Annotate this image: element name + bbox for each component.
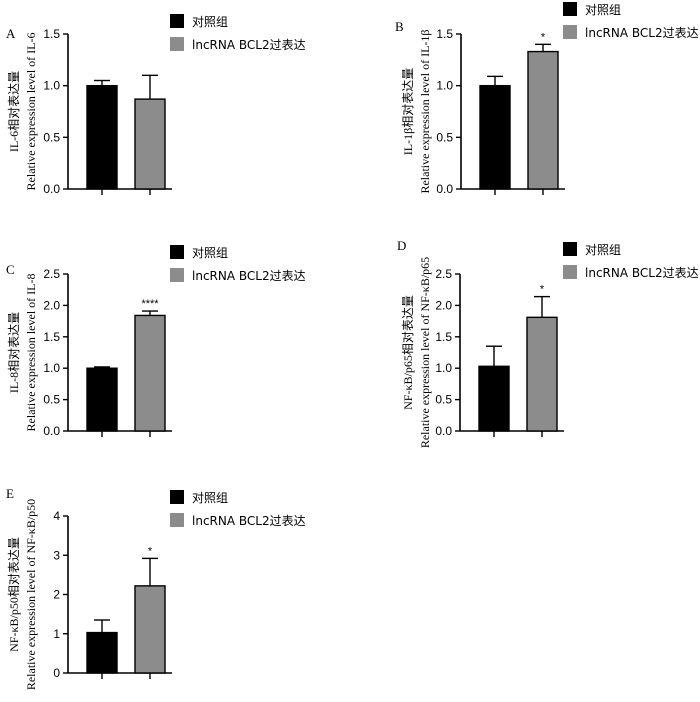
y-axis-label: IL-1β相对表达量 — [401, 68, 415, 155]
y-tick-label: 1.5 — [435, 330, 452, 344]
y-tick-label: 2.5 — [435, 267, 452, 281]
bar-overexpression — [134, 585, 166, 674]
bar-overexpression — [527, 50, 559, 190]
legend-swatch-overexpression — [170, 513, 184, 527]
legend-label-overexpression: lncRNA BCL2过表达 — [192, 269, 306, 283]
legend-label-control: 对照组 — [585, 3, 621, 17]
y-tick-label: 2 — [53, 588, 60, 602]
y-tick-label: 0.5 — [435, 393, 452, 407]
y-tick-label: 1.0 — [43, 361, 60, 375]
legend-label-overexpression: lncRNA BCL2过表达 — [585, 266, 699, 280]
legend-label-overexpression: lncRNA BCL2过表达 — [585, 26, 699, 40]
y-tick-label: 2.5 — [43, 267, 60, 281]
bar-overexpression — [134, 314, 166, 432]
significance-label: * — [540, 284, 545, 296]
legend-swatch-control — [563, 2, 577, 16]
y-axis-label-en: Relative expression level of IL-8 — [24, 274, 38, 432]
y-tick-label: 0.5 — [43, 393, 60, 407]
legend-label-overexpression: lncRNA BCL2过表达 — [192, 514, 306, 528]
legend-label-overexpression: lncRNA BCL2过表达 — [192, 38, 306, 52]
legend-swatch-overexpression — [170, 268, 184, 282]
bar-overexpression — [134, 98, 166, 190]
significance-label: * — [541, 31, 546, 43]
y-tick-label: 1.0 — [43, 79, 60, 93]
legend: 对照组 lncRNA BCL2过表达 — [563, 242, 699, 280]
chart-panel-a: A 0.0 0.5 1.0 1.5 IL-6相对表达量 Relative expressio… — [6, 14, 306, 196]
y-axis-label-en: Relative expression level of IL-1β — [418, 29, 432, 193]
y-tick-label: 0.5 — [436, 130, 453, 144]
bar-control — [478, 365, 510, 432]
legend-swatch-control — [170, 245, 184, 259]
chart-panel-d: D 0.0 0.5 1.0 1.5 2.0 2.5 * NF-κB/p65相对表达量 Relati… — [397, 238, 699, 448]
y-axis-label-en: Relative expression level of NF-κB/p50 — [24, 499, 38, 690]
bar-control — [86, 84, 118, 190]
legend: 对照组 lncRNA BCL2过表达 — [170, 14, 306, 52]
bar-control — [86, 631, 118, 674]
bar-control — [86, 367, 118, 432]
y-tick-label: 0.0 — [43, 424, 60, 438]
legend-label-control: 对照组 — [192, 491, 228, 505]
y-tick-label: 1.5 — [436, 27, 453, 41]
y-tick-label: 2.0 — [435, 298, 452, 312]
legend-swatch-control — [170, 490, 184, 504]
legend-swatch-control — [170, 14, 184, 28]
y-tick-label: 4 — [53, 509, 60, 523]
legend-label-control: 对照组 — [192, 246, 228, 260]
y-tick-label: 1 — [53, 627, 60, 641]
panel-letter: C — [6, 262, 15, 277]
chart-panel-c: C 0.0 0.5 1.0 1.5 2.0 2.5 **** IL-8相对表达量 Relative… — [6, 245, 306, 438]
legend-label-control: 对照组 — [585, 243, 621, 257]
legend-swatch-overexpression — [170, 37, 184, 51]
y-axis-label-en: Relative expression level of NF-κB/p65 — [418, 257, 432, 448]
y-axis-label: IL-8相对表达量 — [7, 312, 21, 393]
y-tick-label: 2.0 — [43, 298, 60, 312]
y-axis-label-en: Relative expression level of IL-6 — [24, 33, 38, 191]
y-axis-label: IL-6相对表达量 — [7, 71, 21, 152]
panel-letter: A — [6, 26, 16, 41]
panel-letter: B — [395, 19, 404, 34]
y-tick-label: 1.5 — [43, 330, 60, 344]
chart-panel-e: E 0 1 2 3 4 * NF-κB/p50相对表达量 Relative expression… — [6, 486, 306, 690]
legend-swatch-control — [563, 242, 577, 256]
legend-swatch-overexpression — [563, 25, 577, 39]
y-axis-label: NF-κB/p65相对表达量 — [401, 295, 415, 410]
panel-letter: D — [397, 238, 406, 253]
legend-label-control: 对照组 — [192, 15, 228, 29]
y-tick-label: 0.0 — [436, 182, 453, 196]
chart-panel-b: B 0.0 0.5 1.0 1.5 * IL-1β相对表达量 Relative express… — [395, 2, 699, 196]
y-tick-label: 0 — [53, 666, 60, 680]
significance-label: * — [148, 545, 153, 557]
bar-control — [479, 84, 511, 190]
y-tick-label: 0.5 — [43, 130, 60, 144]
bar-overexpression — [526, 316, 558, 432]
legend: 对照组 lncRNA BCL2过表达 — [563, 2, 699, 40]
legend-swatch-overexpression — [563, 265, 577, 279]
significance-label: **** — [141, 298, 159, 310]
y-tick-label: 3 — [53, 548, 60, 562]
legend: 对照组 lncRNA BCL2过表达 — [170, 245, 306, 283]
legend: 对照组 lncRNA BCL2过表达 — [170, 490, 306, 528]
y-tick-label: 0.0 — [435, 424, 452, 438]
y-axis-label: NF-κB/p50相对表达量 — [7, 537, 21, 652]
y-tick-label: 0.0 — [43, 182, 60, 196]
y-tick-label: 1.0 — [436, 79, 453, 93]
y-tick-label: 1.0 — [435, 361, 452, 375]
y-tick-label: 1.5 — [43, 27, 60, 41]
panel-letter: E — [6, 486, 14, 501]
